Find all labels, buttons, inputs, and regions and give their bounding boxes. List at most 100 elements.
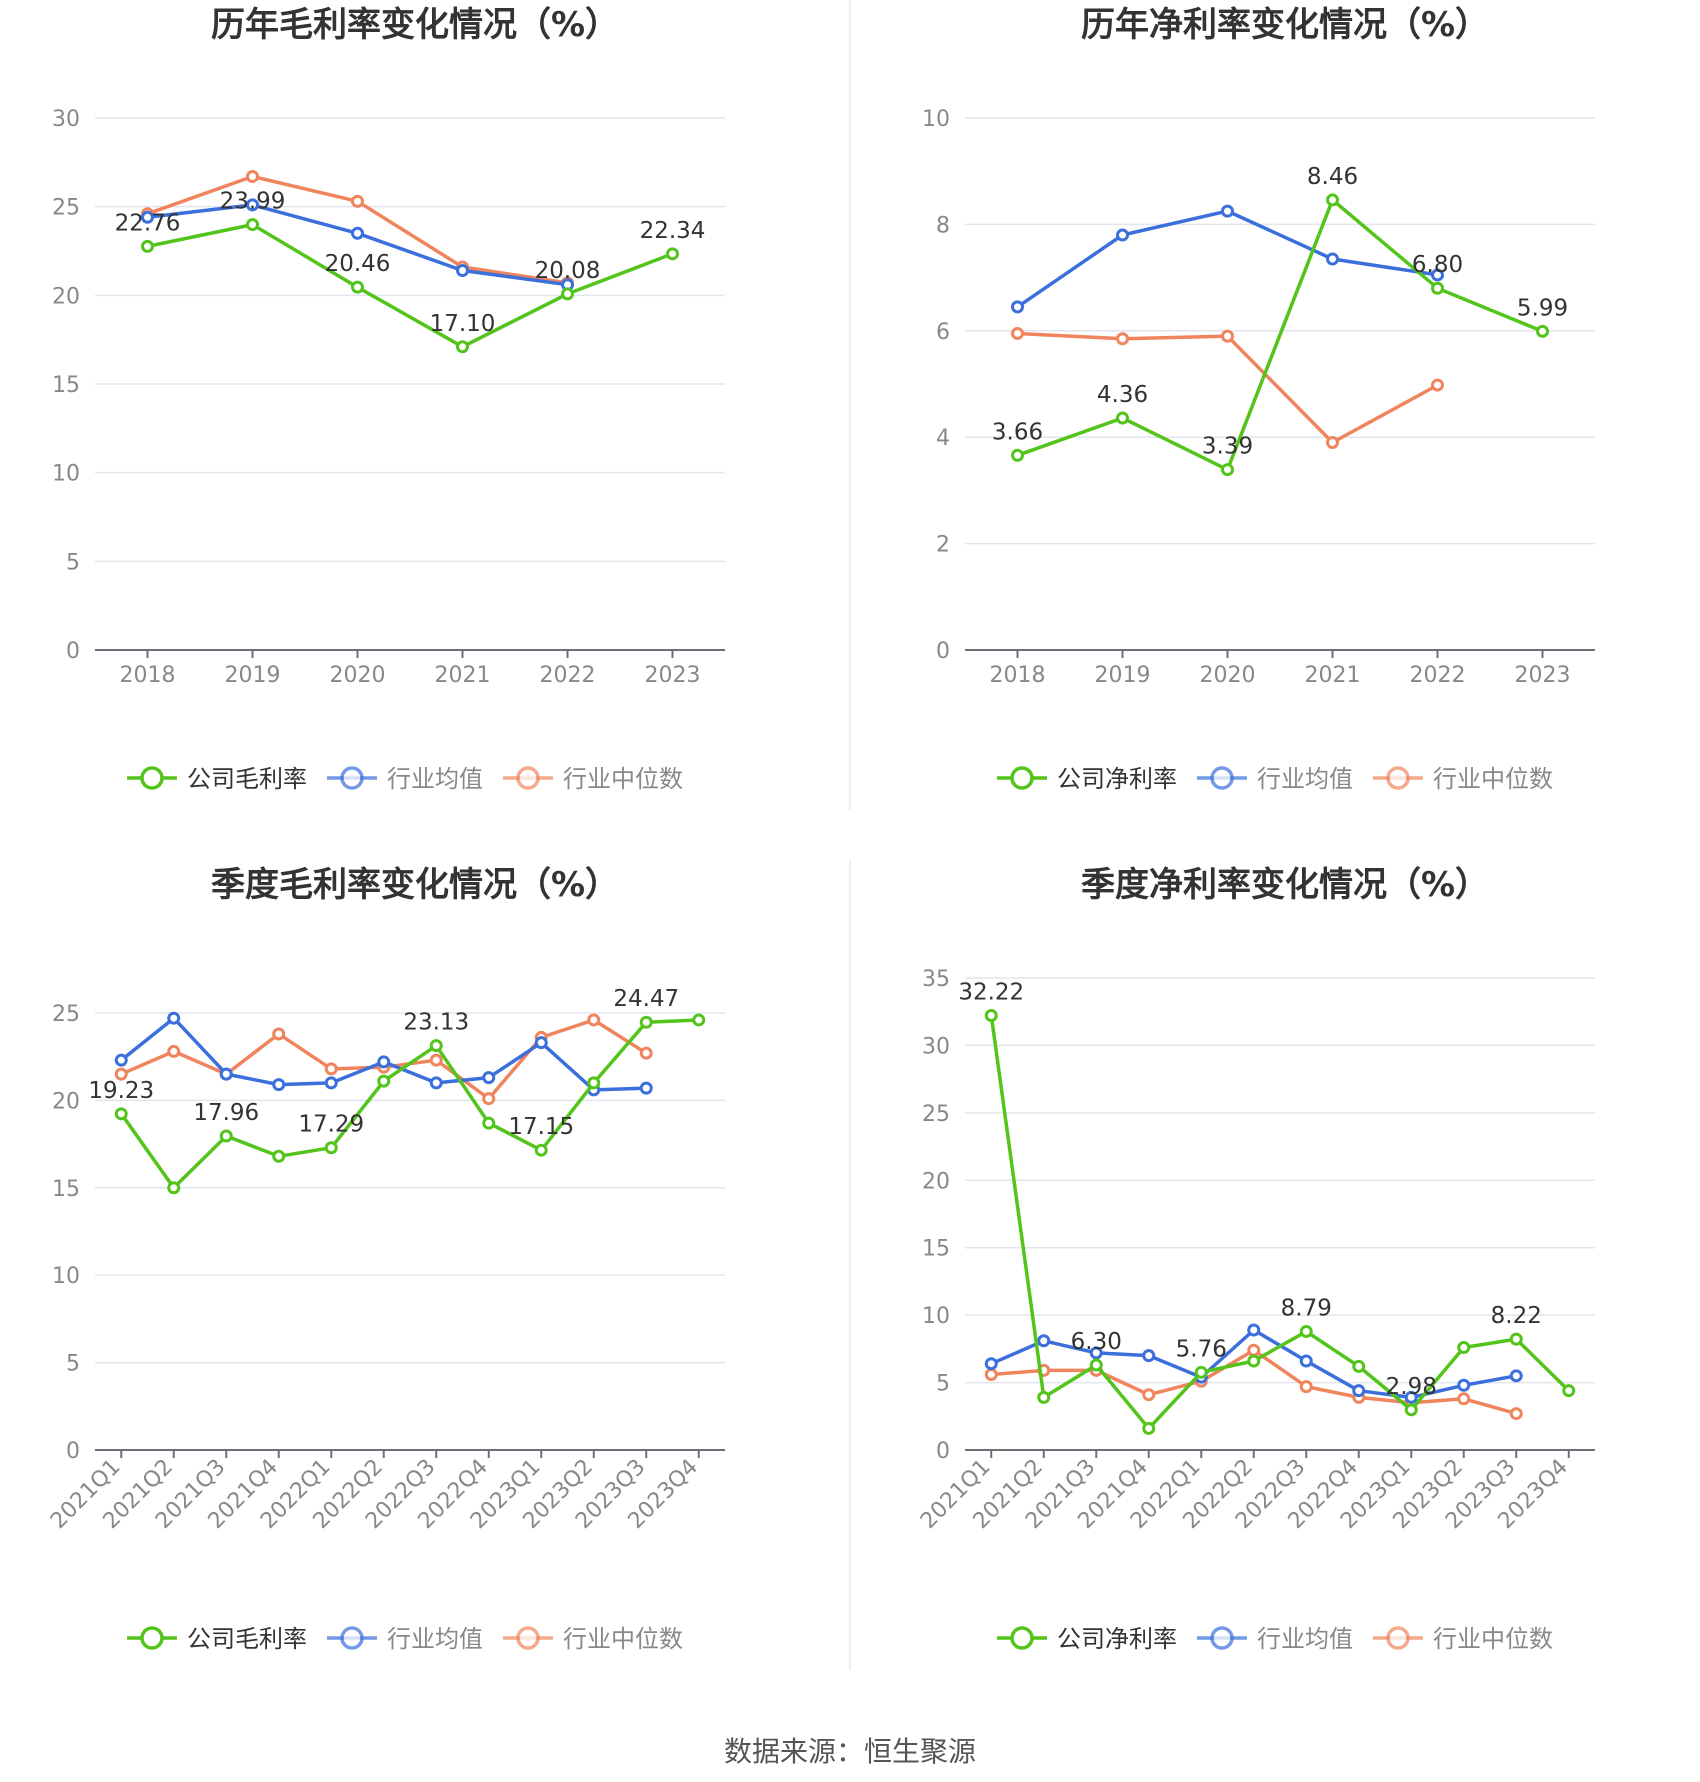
legend-label: 行业中位数 [1433, 1625, 1553, 1653]
legend-item-median[interactable]: 行业中位数 [503, 765, 683, 793]
chart-4: 季度净利率变化情况（%）051015202530352021Q12021Q220… [916, 865, 1595, 1653]
legend-marker [1386, 766, 1410, 790]
data-point-avg [377, 1055, 391, 1069]
legend-item-company[interactable]: 公司净利率 [997, 765, 1177, 793]
legend-item-company[interactable]: 公司毛利率 [127, 765, 307, 793]
legend-marker [1010, 766, 1034, 790]
data-point-company [984, 1008, 998, 1022]
y-tick-label: 0 [936, 1439, 950, 1464]
x-tick-label: 2021 [1305, 663, 1361, 688]
y-tick-label: 10 [52, 462, 80, 487]
data-label: 17.96 [193, 1100, 259, 1126]
y-tick-label: 15 [52, 1177, 80, 1202]
legend-item-avg[interactable]: 行业均值 [1197, 765, 1353, 793]
data-point-company [1431, 281, 1444, 295]
data-point-company [561, 287, 574, 301]
legend-label: 公司净利率 [1057, 765, 1177, 793]
data-point-avg [1142, 1349, 1156, 1363]
data-point-median [272, 1027, 286, 1041]
data-point-median [984, 1367, 998, 1381]
legend-marker [1386, 1626, 1410, 1650]
data-point-company [1299, 1324, 1313, 1338]
data-point-median [114, 1067, 128, 1081]
data-point-median [1247, 1343, 1261, 1357]
x-tick-label: 2022 [540, 663, 596, 688]
y-tick-label: 5 [66, 550, 80, 575]
data-point-company [534, 1143, 548, 1157]
data-label: 17.15 [508, 1114, 574, 1140]
data-point-median [429, 1053, 443, 1067]
data-label: 6.30 [1071, 1329, 1122, 1355]
legend-item-avg[interactable]: 行业均值 [327, 1625, 483, 1653]
x-tick-label: 2022 [1410, 663, 1466, 688]
data-point-avg [482, 1071, 496, 1085]
data-point-avg [1509, 1369, 1523, 1383]
data-point-avg [351, 226, 364, 240]
legend-marker [340, 1626, 364, 1650]
data-point-company [1247, 1354, 1261, 1368]
data-label: 23.13 [403, 1010, 469, 1036]
data-source-note: 数据来源：恒生聚源 [723, 1735, 976, 1768]
data-point-avg [1299, 1354, 1313, 1368]
y-tick-label: 25 [922, 1102, 950, 1127]
data-point-avg [167, 1011, 181, 1025]
data-point-company [377, 1074, 391, 1088]
data-point-company [219, 1129, 233, 1143]
legend-item-avg[interactable]: 行业均值 [1197, 1625, 1353, 1653]
data-point-avg [1457, 1378, 1471, 1392]
legend-label: 公司净利率 [1057, 1625, 1177, 1653]
data-point-avg [1116, 228, 1129, 242]
chart-title: 历年净利率变化情况（%） [1081, 5, 1489, 45]
data-point-company [1194, 1365, 1208, 1379]
x-tick-label: 2020 [330, 663, 386, 688]
data-point-company [1457, 1341, 1471, 1355]
data-point-median [246, 170, 259, 184]
legend-label: 行业均值 [1257, 765, 1353, 793]
y-tick-label: 10 [922, 107, 950, 132]
x-tick-label: 2019 [1095, 663, 1151, 688]
data-point-median [482, 1092, 496, 1106]
data-point-median [639, 1046, 653, 1060]
data-point-company [272, 1149, 286, 1163]
data-label: 17.10 [430, 311, 496, 337]
data-label: 3.39 [1202, 434, 1253, 460]
data-point-median [1457, 1392, 1471, 1406]
y-tick-label: 15 [922, 1237, 950, 1262]
data-point-avg [1089, 1346, 1103, 1360]
y-tick-label: 30 [922, 1034, 950, 1059]
legend-label: 行业中位数 [563, 765, 683, 793]
series-line-avg [1016, 209, 1438, 309]
data-label: 22.76 [115, 210, 181, 236]
legend-item-median[interactable]: 行业中位数 [1373, 765, 1553, 793]
legend-item-avg[interactable]: 行业均值 [327, 765, 483, 793]
legend-marker [1210, 766, 1234, 790]
data-label: 19.23 [88, 1078, 154, 1104]
chart-2: 历年净利率变化情况（%） 0 2 4 6 8 10 2018 2019 2020 2021 2022 2… [922, 5, 1595, 793]
data-point-company [456, 340, 469, 354]
data-point-median [351, 194, 364, 208]
legend-item-company[interactable]: 公司净利率 [997, 1625, 1177, 1653]
data-point-median [167, 1044, 181, 1058]
legend-item-median[interactable]: 行业中位数 [1373, 1625, 1553, 1653]
data-point-median [1509, 1407, 1523, 1421]
legend-marker [340, 766, 364, 790]
data-point-avg [1011, 300, 1024, 314]
data-label: 8.22 [1491, 1303, 1542, 1329]
data-point-company [1116, 411, 1129, 425]
data-point-company [482, 1116, 496, 1130]
data-label: 2.98 [1386, 1374, 1437, 1400]
series-line-company [1016, 198, 1544, 472]
legend-item-company[interactable]: 公司毛利率 [127, 1625, 307, 1653]
y-tick-label: 0 [66, 639, 80, 664]
data-point-avg [246, 198, 259, 212]
series-line-median [1017, 331, 1439, 445]
data-point-avg [1221, 204, 1234, 218]
series-line-company [989, 1015, 1571, 1431]
data-point-company [1011, 448, 1024, 462]
data-point-median [587, 1013, 601, 1027]
legend-item-median[interactable]: 行业中位数 [503, 1625, 683, 1653]
data-point-median [1299, 1380, 1313, 1394]
data-point-company [429, 1039, 443, 1053]
data-point-avg [1404, 1390, 1418, 1404]
data-point-company [1404, 1403, 1418, 1417]
